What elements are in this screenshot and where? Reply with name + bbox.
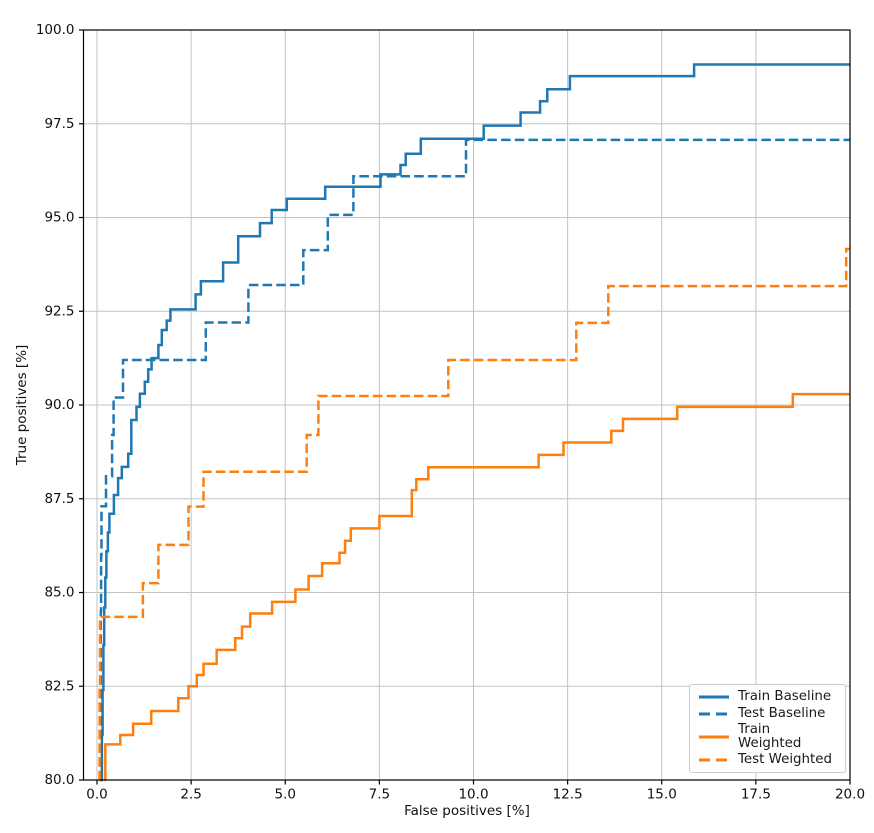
legend-item: Train Baseline xyxy=(699,689,836,705)
y-tick-label: 90.0 xyxy=(44,397,74,413)
x-axis-label: False positives [%] xyxy=(404,803,530,819)
y-tick-label: 85.0 xyxy=(44,585,74,601)
y-tick-label: 80.0 xyxy=(44,772,74,788)
x-tick-label: 15.0 xyxy=(647,787,677,803)
legend-label: Test Baseline xyxy=(738,705,826,721)
legend-label: Train Baseline xyxy=(738,689,832,705)
y-tick-label: 92.5 xyxy=(44,303,74,319)
legend-label: Train Weighted xyxy=(738,722,802,751)
legend-line-sample-icon xyxy=(699,695,729,699)
x-tick-label: 0.0 xyxy=(86,787,107,803)
legend-label: Test Weighted xyxy=(738,752,833,768)
series-test-baseline xyxy=(99,138,850,782)
x-tick-label: 7.5 xyxy=(369,787,390,803)
legend-item: Test Weighted xyxy=(699,753,836,766)
legend-line-sample-icon xyxy=(699,712,729,716)
legend-item: Test Baseline xyxy=(699,705,836,721)
x-tick-label: 12.5 xyxy=(553,787,583,803)
x-tick-label: 17.5 xyxy=(741,787,771,803)
legend-line-sample-icon xyxy=(699,735,729,739)
legend-item: Train Weighted xyxy=(699,723,836,750)
legend: Train Baseline Test Baseline Train Weighte… xyxy=(689,684,846,773)
y-tick-label: 82.5 xyxy=(44,678,74,694)
legend-line-sample-icon xyxy=(699,758,729,762)
x-tick-label: 20.0 xyxy=(835,787,865,803)
y-axis-label: True positives [%] xyxy=(14,344,30,466)
x-tick-label: 2.5 xyxy=(180,787,201,803)
series-test-weighted xyxy=(98,247,850,782)
y-tick-label: 97.5 xyxy=(44,116,74,132)
series-train-baseline xyxy=(100,63,850,782)
x-tick-label: 10.0 xyxy=(458,787,488,803)
series-train-weighted xyxy=(104,392,850,782)
y-tick-label: 87.5 xyxy=(44,491,74,507)
y-tick-label: 95.0 xyxy=(44,210,74,226)
x-tick-label: 5.0 xyxy=(275,787,296,803)
y-tick-label: 100.0 xyxy=(36,22,75,38)
